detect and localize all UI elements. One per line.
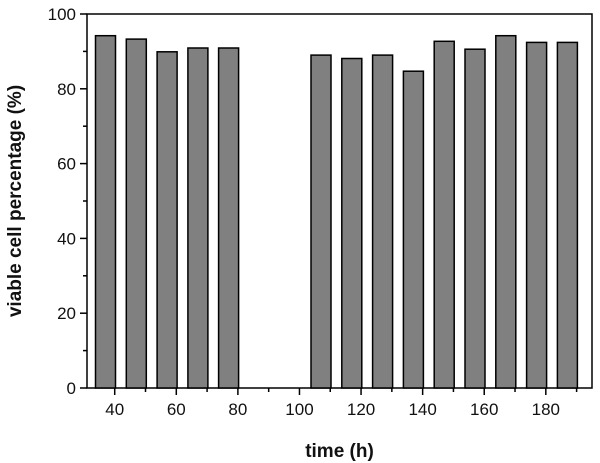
- x-tick-label-160: 160: [470, 400, 498, 419]
- y-tick-label-100: 100: [48, 5, 76, 24]
- bar-107: [310, 54, 332, 389]
- y-axis-title: viable cell percentage (%): [5, 85, 26, 317]
- x-tick-label-40: 40: [105, 400, 124, 419]
- y-tick-label-60: 60: [57, 155, 76, 174]
- bar-67: [187, 47, 209, 389]
- x-tick-label-120: 120: [347, 400, 375, 419]
- y-axis-ticks: 0 20 40 60 80 100: [48, 5, 87, 398]
- bar-57: [156, 51, 178, 389]
- bar-157: [464, 48, 486, 389]
- y-tick-label-80: 80: [57, 80, 76, 99]
- bar-187: [556, 41, 579, 389]
- y-tick-label-0: 0: [67, 379, 76, 398]
- bar-167: [495, 34, 517, 389]
- x-tick-label-180: 180: [532, 400, 560, 419]
- bar-177: [525, 41, 548, 389]
- bar-147: [433, 40, 455, 389]
- x-tick-label-140: 140: [408, 400, 436, 419]
- bar-47: [125, 38, 148, 389]
- x-axis-ticks: 40 60 80 100 120 140 160 180: [105, 388, 578, 419]
- bar-117: [341, 57, 363, 389]
- y-tick-label-40: 40: [57, 229, 76, 248]
- bar-127: [371, 54, 394, 389]
- x-tick-label-60: 60: [167, 400, 186, 419]
- x-tick-label-100: 100: [285, 400, 313, 419]
- bars-group: [94, 34, 579, 389]
- x-tick-label-80: 80: [228, 400, 247, 419]
- bar-77: [217, 47, 240, 389]
- y-tick-label-20: 20: [57, 304, 76, 323]
- bar-37: [94, 34, 117, 389]
- x-axis-title: time (h): [305, 441, 374, 462]
- bar-137: [402, 70, 425, 389]
